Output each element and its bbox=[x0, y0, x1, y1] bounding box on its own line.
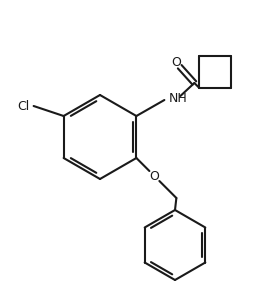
Text: NH: NH bbox=[168, 92, 187, 105]
Text: Cl: Cl bbox=[17, 99, 30, 113]
Text: O: O bbox=[171, 56, 181, 70]
Text: O: O bbox=[150, 170, 159, 182]
